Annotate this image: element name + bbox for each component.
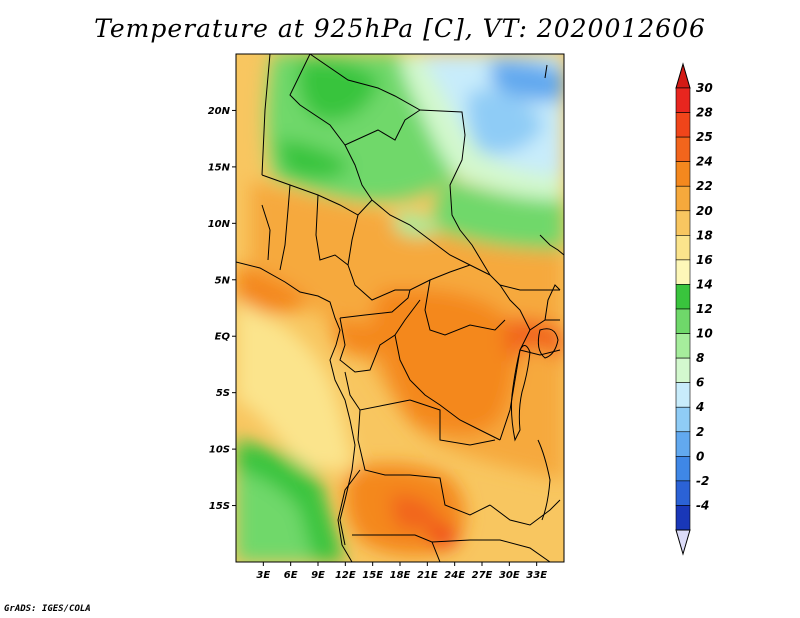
lat-tick-label: 10S xyxy=(209,445,230,456)
lat-tick-label: 5N xyxy=(215,275,231,286)
lon-tick-label: 18E xyxy=(390,570,411,581)
colorbar-swatch xyxy=(675,382,691,408)
lon-tick-label: 30E xyxy=(499,570,520,581)
colorbar-label: 25 xyxy=(696,130,713,144)
lon-tick-label: 12E xyxy=(335,570,356,581)
colorbar-bottom-triangle xyxy=(675,529,691,556)
lat-tick-label: 5S xyxy=(216,388,230,399)
colorbar-label: 12 xyxy=(696,302,713,316)
lon-tick-label: 21E xyxy=(417,570,438,581)
colorbar-label: 18 xyxy=(696,228,713,242)
lon-tick-label: 24E xyxy=(444,570,465,581)
lon-tick-label: 15E xyxy=(362,570,383,581)
temperature-field xyxy=(236,54,564,562)
latitude-axis: 20N 15N 10N 5N EQ 5S 10S 15S xyxy=(208,106,236,512)
lon-tick-label: 3E xyxy=(256,570,270,581)
colorbar-swatch xyxy=(675,210,691,236)
colorbar-swatch xyxy=(675,185,691,212)
longitude-axis: 3E 6E 9E 12E 15E 18E 21E 24E 27E 30E 33E xyxy=(256,562,547,581)
lon-tick-label: 9E xyxy=(311,570,325,581)
colorbar-swatch xyxy=(675,87,691,113)
colorbar-swatch xyxy=(675,259,691,285)
colorbar-label: 16 xyxy=(696,253,713,267)
colorbar-label: 0 xyxy=(696,449,704,463)
colorbar-label: 14 xyxy=(696,277,713,291)
colorbar-label: -2 xyxy=(696,474,709,488)
political-borders xyxy=(236,54,564,562)
credit-text: GrADS: IGES/COLA xyxy=(4,604,91,614)
colorbar-swatch xyxy=(675,406,691,433)
colorbar-swatch xyxy=(675,284,691,310)
colorbar-label: 8 xyxy=(696,351,704,365)
colorbar-swatch xyxy=(675,161,691,187)
lat-tick-label: 15S xyxy=(209,501,230,512)
colorbar-top-triangle xyxy=(675,62,691,89)
colorbar-swatch xyxy=(675,308,691,334)
colorbar-swatch xyxy=(675,431,691,457)
lat-tick-label: EQ xyxy=(215,332,231,343)
colorbar-swatch xyxy=(675,112,691,138)
colorbar-label: 2 xyxy=(696,425,704,439)
colorbar-label: 6 xyxy=(696,376,704,390)
colorbar-swatch xyxy=(675,333,691,359)
lon-tick-label: 6E xyxy=(284,570,298,581)
colorbar-label: 28 xyxy=(696,106,713,120)
colorbar-label: -4 xyxy=(696,498,709,512)
colorbar-label: 24 xyxy=(696,155,713,169)
colorbar-label: 30 xyxy=(696,81,713,95)
colorbar-swatch xyxy=(675,505,691,531)
colorbar-label: 22 xyxy=(696,179,713,193)
colorbar-label: 20 xyxy=(696,204,713,218)
lon-tick-label: 27E xyxy=(472,570,493,581)
colorbar-swatch xyxy=(675,456,691,482)
lon-tick-label: 33E xyxy=(526,570,547,581)
lat-tick-label: 10N xyxy=(208,219,231,230)
colorbar-swatch xyxy=(675,136,691,162)
colorbar-label: 10 xyxy=(696,327,713,341)
colorbar-label: 4 xyxy=(695,400,704,414)
lat-tick-label: 20N xyxy=(208,106,231,117)
colorbar-swatch xyxy=(675,357,691,383)
chart-title: Temperature at 925hPa [C], VT: 202001260… xyxy=(94,14,706,43)
colorbar-swatch xyxy=(675,480,691,506)
lat-tick-label: 15N xyxy=(208,162,231,173)
colorbar-swatch xyxy=(675,235,691,261)
